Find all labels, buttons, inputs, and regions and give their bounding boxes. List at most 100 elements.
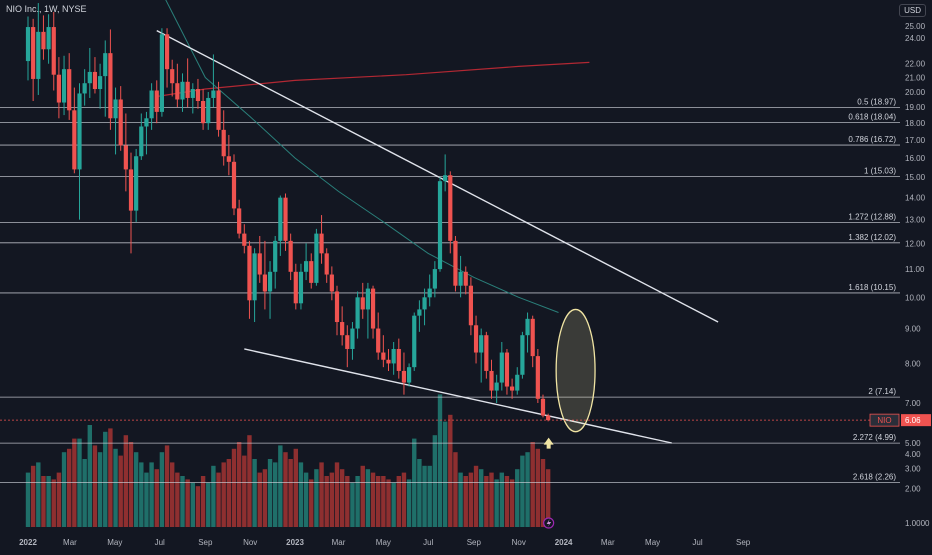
candle-body — [391, 348, 396, 364]
x-tick-label: Nov — [512, 538, 526, 547]
candle-body — [314, 233, 319, 283]
candle-body — [77, 93, 82, 170]
volume-bar — [324, 476, 329, 527]
volume-bar — [170, 462, 175, 527]
y-tick-label: 11.00 — [905, 265, 925, 274]
candle-body — [288, 240, 293, 272]
volume-bar — [139, 462, 144, 527]
candle-body — [154, 90, 159, 112]
candle-body — [535, 356, 540, 399]
candle-body — [108, 53, 113, 119]
candle-body — [370, 288, 376, 329]
ticker-tag-bg — [869, 413, 900, 427]
candle-body — [319, 233, 324, 254]
candle-body — [170, 69, 175, 84]
volume-bar — [540, 459, 546, 527]
candle-body — [190, 89, 195, 98]
fib-label: 2 (7.14) — [868, 387, 896, 396]
candle-body — [479, 335, 484, 353]
y-tick-label: 20.00 — [905, 88, 926, 97]
candle-body — [468, 285, 473, 326]
fib-label: 2.272 (4.99) — [853, 433, 896, 442]
volume-bar — [293, 448, 298, 527]
candle-body — [365, 288, 370, 310]
candle-body — [25, 27, 31, 62]
volume-bar — [422, 465, 427, 527]
volume-bar — [67, 448, 72, 527]
fib-label: 1.272 (12.88) — [848, 212, 896, 221]
candle-body — [309, 261, 314, 283]
y-tick-label: 15.00 — [905, 173, 926, 182]
fib-label: 0.618 (18.04) — [848, 113, 896, 122]
x-tick-label: May — [645, 538, 660, 547]
volume-bar — [545, 469, 551, 527]
volume-bar — [190, 482, 195, 527]
y-tick-label: 19.00 — [905, 103, 926, 112]
candle-body — [98, 76, 103, 90]
volume-bar — [339, 469, 345, 527]
candle-body — [386, 359, 391, 364]
candle-layer — [25, 3, 551, 422]
candle-body — [278, 197, 283, 241]
volume-bar — [41, 476, 46, 527]
candle-body — [72, 110, 77, 170]
volume-bar — [360, 465, 365, 527]
volume-bar — [401, 472, 407, 527]
volume-bar — [479, 469, 484, 527]
axes-layer: 25.00 24.00 22.00 21.00 20.00 19.00 18.00 17.00… — [0, 22, 931, 547]
candle-body — [139, 126, 144, 157]
candle-body — [494, 382, 499, 391]
volume-bar — [288, 459, 293, 527]
y-tick-label: 9.00 — [905, 325, 921, 334]
volume-bar — [108, 428, 113, 527]
volume-bar — [154, 469, 159, 527]
y-tick-label: 17.00 — [905, 136, 926, 145]
candle-body — [242, 233, 247, 246]
volume-bar — [267, 459, 273, 527]
volume-bar — [51, 479, 56, 527]
x-tick-label: Mar — [63, 538, 77, 547]
volume-bar — [345, 476, 350, 527]
overlay-layer — [543, 308, 596, 529]
candle-body — [134, 156, 139, 211]
volume-bar — [236, 442, 242, 527]
candle-body — [381, 352, 386, 360]
candle-body — [61, 69, 67, 103]
candle-body — [128, 169, 134, 211]
candle-body — [283, 197, 288, 241]
volume-bar — [221, 462, 226, 527]
candle-body — [298, 271, 304, 304]
candle-body — [396, 348, 401, 371]
candle-body — [473, 325, 479, 353]
trendline-lower — [244, 348, 672, 444]
candle-body — [520, 335, 525, 375]
candle-body — [350, 328, 355, 349]
candle-body — [206, 97, 211, 124]
y-tick-label: 13.00 — [905, 216, 926, 225]
volume-bar — [437, 394, 443, 527]
volume-bar — [298, 462, 304, 527]
volume-bar — [515, 469, 520, 527]
x-tick-label: Sep — [198, 538, 213, 547]
volume-bar — [123, 435, 129, 527]
volume-bar — [164, 445, 170, 527]
currency-badge[interactable]: USD — [899, 4, 926, 17]
volume-bar — [211, 465, 216, 527]
candle-body — [360, 297, 365, 310]
candle-body — [329, 274, 334, 292]
candle-body — [484, 335, 489, 371]
candle-body — [185, 81, 190, 98]
y-tick-label: 8.00 — [905, 359, 921, 368]
y-tick-label: 2.00 — [905, 485, 921, 494]
volume-bar — [252, 459, 257, 527]
candle-body — [407, 367, 412, 383]
candle-body — [67, 69, 72, 111]
volume-bar — [355, 476, 360, 527]
volume-bar — [370, 472, 376, 527]
volume-bar — [453, 452, 458, 527]
candle-body — [149, 90, 154, 119]
candle-body — [31, 27, 36, 79]
candle-body — [463, 271, 468, 286]
